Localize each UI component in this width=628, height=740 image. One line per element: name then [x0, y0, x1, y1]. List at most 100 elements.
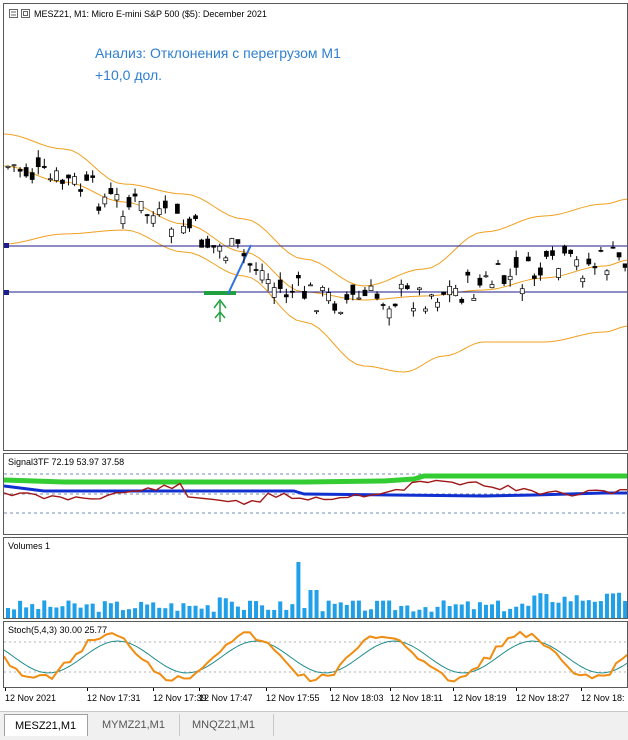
- level-marker-lower: [4, 290, 9, 295]
- volume-bar: [90, 603, 95, 618]
- candle-body: [495, 263, 501, 265]
- time-tick: [266, 688, 267, 691]
- candle-body: [217, 245, 223, 252]
- volume-bar: [604, 593, 609, 618]
- time-label: 12 Nov 17:31: [87, 693, 141, 703]
- candle-body: [54, 170, 59, 181]
- volume-bar: [30, 604, 35, 618]
- candle-body: [235, 239, 241, 244]
- volume-bar: [586, 600, 591, 618]
- candle-body: [144, 214, 150, 217]
- candle-body: [441, 291, 446, 295]
- volume-bar: [574, 595, 579, 618]
- volume-bar: [490, 604, 494, 618]
- candle-body: [531, 275, 537, 279]
- entry-zone-marker: [204, 291, 236, 295]
- candle-body: [90, 175, 96, 178]
- volumes-label: Volumes 1: [8, 541, 51, 551]
- candle-body: [120, 216, 126, 225]
- candle-body: [574, 259, 580, 267]
- profit-annotation: +10,0 дол.: [95, 67, 163, 83]
- stochastic-label: Stoch(5,4,3) 30.00 25.77: [8, 625, 108, 635]
- candle-body: [338, 311, 344, 315]
- stochastic-pane[interactable]: Stoch(5,4,3) 30.00 25.77: [3, 621, 628, 688]
- candle-body: [96, 206, 102, 211]
- volume-bar: [278, 601, 283, 618]
- volume-bar: [54, 607, 59, 618]
- candle-body: [175, 203, 180, 214]
- trend-line: [227, 244, 252, 295]
- candle-body: [592, 266, 598, 269]
- time-tick: [581, 688, 582, 691]
- volume-bar: [520, 603, 525, 618]
- time-tick: [516, 688, 517, 691]
- candle-body: [5, 165, 11, 168]
- volume-bar: [60, 606, 65, 618]
- candle-body: [126, 197, 132, 208]
- signal-green-line: [4, 473, 627, 485]
- volume-bar: [592, 601, 597, 618]
- volume-bar: [36, 608, 41, 618]
- volume-bar: [235, 606, 240, 618]
- candle-body: [459, 298, 465, 303]
- volume-bar: [544, 594, 549, 618]
- chart-menu-icon[interactable]: [9, 9, 18, 18]
- volume-bar: [114, 601, 119, 618]
- volume-bar: [127, 609, 131, 618]
- candle-body: [320, 287, 325, 291]
- stoch-signal-line: [4, 640, 627, 674]
- main-chart-pane[interactable]: MESZ21, M1: Micro E-mini S&P 500 ($5): D…: [3, 3, 628, 451]
- stochastic-plot: [4, 630, 627, 683]
- signal3tf-plot: [4, 473, 627, 514]
- candle-body: [332, 303, 338, 311]
- volume-bar: [580, 600, 585, 618]
- candle-body: [356, 297, 362, 300]
- volume-bar: [205, 605, 210, 618]
- candle-body: [41, 166, 47, 168]
- volume-bar: [314, 590, 319, 618]
- candle-body: [11, 164, 17, 167]
- tab-mesz21[interactable]: MESZ21,M1: [4, 714, 88, 736]
- signal3tf-pane[interactable]: Signal3TF 72.19 53.97 37.58: [3, 453, 628, 535]
- volume-bar: [447, 606, 452, 618]
- volume-bar: [387, 600, 392, 618]
- candle-body: [568, 249, 574, 254]
- volume-bar: [459, 604, 464, 618]
- candle-body: [283, 294, 289, 298]
- time-label: 12 Nov 18:03: [330, 693, 384, 703]
- candle-body: [290, 290, 295, 293]
- volume-bar: [102, 601, 107, 618]
- volume-bar: [350, 600, 355, 618]
- volume-bar: [120, 610, 125, 618]
- time-label: 12 Nov 17:47: [199, 693, 253, 703]
- volume-bar: [393, 610, 398, 618]
- time-tick: [390, 688, 391, 691]
- candle-body: [150, 215, 156, 224]
- window-restore-icon[interactable]: [21, 9, 30, 18]
- volume-bar: [290, 604, 295, 618]
- candle-body: [253, 269, 259, 271]
- tab-mnqz21[interactable]: MNQZ21,M1: [182, 714, 274, 736]
- candlestick-chart[interactable]: [4, 4, 628, 451]
- volume-bar: [193, 605, 198, 618]
- candle-body: [326, 292, 331, 302]
- candle-body: [368, 285, 374, 291]
- candle-body: [47, 178, 53, 181]
- candle-body: [562, 245, 567, 254]
- candle-body: [35, 157, 41, 168]
- time-label: 12 Nov 18:11: [390, 693, 443, 703]
- candle-body: [435, 301, 440, 308]
- volume-bar: [441, 600, 446, 618]
- bollinger-upper: [4, 133, 627, 287]
- volume-bar: [338, 602, 343, 618]
- volume-bar: [381, 600, 386, 618]
- tab-mymz21[interactable]: MYMZ21,M1: [92, 714, 180, 736]
- volume-bar: [133, 608, 138, 618]
- candle-body: [477, 277, 483, 286]
- candle-body: [392, 303, 398, 307]
- candle-body: [308, 284, 313, 287]
- volumes-pane[interactable]: Volumes 1: [3, 537, 628, 619]
- candle-body: [362, 289, 368, 297]
- candle-body: [417, 287, 422, 291]
- volume-bar: [483, 604, 488, 618]
